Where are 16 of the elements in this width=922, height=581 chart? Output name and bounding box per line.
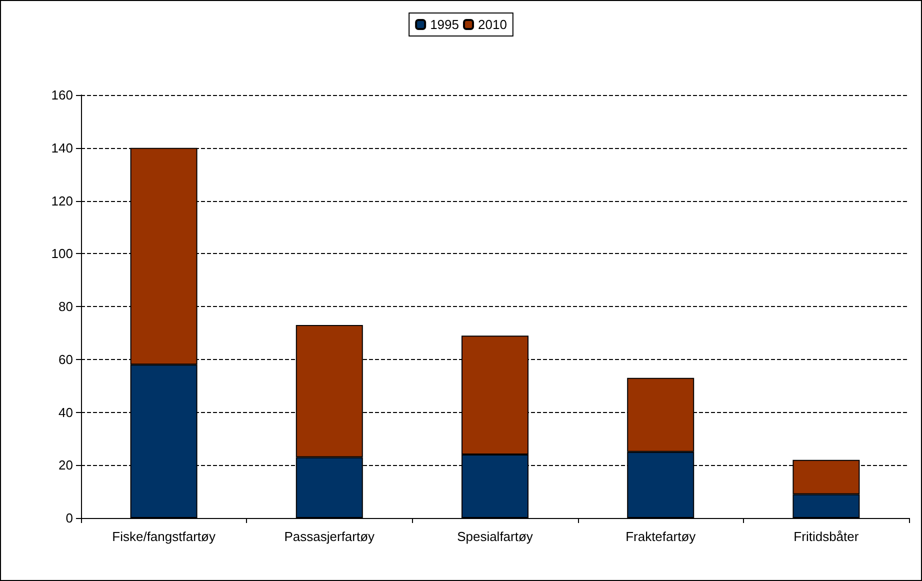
y-tick-label: 80 [58, 299, 73, 314]
y-tick-label: 100 [51, 246, 73, 262]
y-tick-label: 160 [51, 88, 73, 102]
x-tick-label: Fritidsbåter [794, 529, 860, 544]
x-tick-label: Passasjerfartøy [284, 529, 376, 544]
y-tick-label: 120 [51, 193, 73, 208]
legend-label: 2010 [478, 17, 507, 32]
y-tick-label: 20 [58, 458, 73, 473]
y-tick-label: 0 [66, 510, 73, 526]
x-tick-label: Fraktefartøy [626, 529, 696, 544]
y-tick-label: 60 [58, 352, 73, 367]
y-tick-label: 140 [51, 140, 73, 156]
x-tick-label: Fiske/fangstfartøy [112, 529, 216, 544]
y-tick-label: 40 [58, 404, 73, 420]
x-tick-label: Spesialfartøy [457, 529, 534, 544]
legend-label: 1995 [430, 17, 459, 32]
